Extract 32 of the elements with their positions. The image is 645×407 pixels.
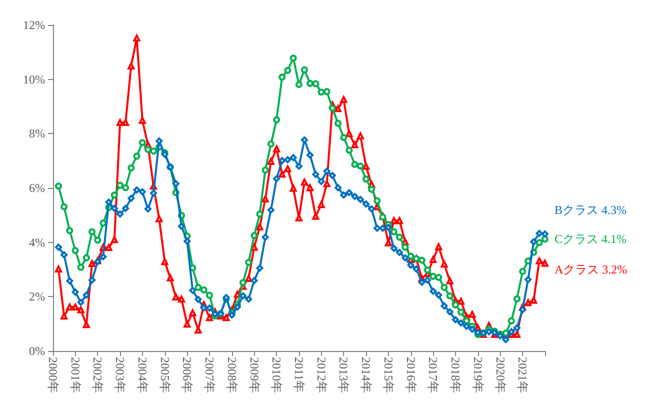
- x-tick-label: 2014年: [359, 357, 374, 393]
- y-tick-label: 0%: [29, 344, 45, 358]
- x-tick-label: 2017年: [426, 357, 440, 393]
- x-tick-label: 2007年: [202, 357, 217, 393]
- x-tick-label: 2000年: [46, 357, 60, 393]
- x-tick-label: 2004年: [135, 357, 150, 393]
- y-tick-label: 2%: [29, 290, 45, 304]
- x-tick-label: 2013年: [336, 357, 351, 393]
- x-tick-label: 2018年: [448, 357, 463, 393]
- x-tick-label: 2016年: [404, 357, 418, 393]
- y-tick-label: 10%: [23, 72, 45, 86]
- y-tick-label: 8%: [29, 126, 45, 141]
- x-tick-label: 2003年: [113, 357, 128, 393]
- x-tick-label: 2006年: [180, 357, 194, 393]
- x-tick-label: 2019年: [470, 357, 485, 393]
- x-tick-label: 2020年: [493, 357, 508, 393]
- x-tick-label: 2010年: [270, 357, 284, 393]
- x-tick-label: 2008年: [224, 357, 239, 393]
- y-tick-label: 6%: [29, 181, 45, 195]
- y-tick-label: 12%: [23, 18, 45, 32]
- y-tick-label: 4%: [29, 235, 45, 250]
- x-tick-label: 2012年: [314, 357, 328, 393]
- x-tick-label: 2001年: [68, 357, 82, 393]
- text: Cクラス 4.1%: [554, 232, 626, 246]
- x-tick-label: 2011年: [292, 357, 306, 393]
- x-tick-label: 2009年: [247, 357, 262, 393]
- x-tick-label: 2002年: [90, 357, 105, 393]
- x-tick-label: 2021年: [516, 357, 530, 393]
- text: Bクラス 4.3%: [554, 202, 626, 217]
- x-tick-label: 2015年: [381, 357, 396, 393]
- x-tick-label: 2005年: [158, 357, 172, 393]
- text: Aクラス 3.2%: [554, 262, 628, 276]
